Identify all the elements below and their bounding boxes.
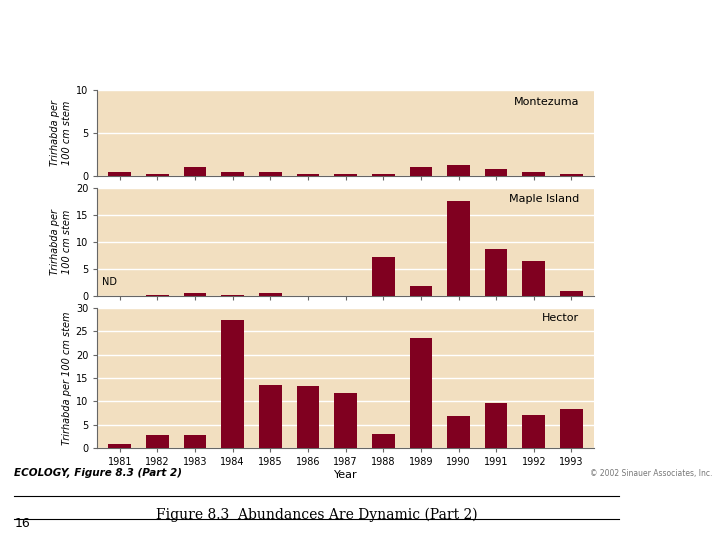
Bar [447, 201, 470, 296]
Bar [184, 167, 207, 176]
Bar [222, 172, 244, 176]
Bar [560, 291, 582, 296]
Y-axis label: Trirhabda per 100 cm stem: Trirhabda per 100 cm stem [61, 311, 71, 445]
Bar [222, 320, 244, 448]
Text: Hector: Hector [542, 313, 579, 323]
Text: Montezuma: Montezuma [513, 97, 579, 106]
Text: ND: ND [102, 277, 117, 287]
Bar [372, 257, 395, 296]
Bar [410, 338, 432, 448]
Bar [109, 172, 131, 176]
Bar [259, 293, 282, 296]
Bar [523, 261, 545, 296]
Bar [146, 295, 168, 296]
Bar [334, 393, 357, 448]
Bar [410, 286, 432, 296]
X-axis label: Year: Year [334, 470, 357, 480]
Text: Figure 8.3  Abundances Are Dynamic (Part 2): Figure 8.3 Abundances Are Dynamic (Part … [156, 508, 477, 522]
Bar [222, 295, 244, 296]
Bar [146, 174, 168, 176]
Bar [447, 416, 470, 448]
Bar [523, 172, 545, 176]
Bar [334, 174, 357, 176]
Bar [297, 174, 319, 176]
Bar [146, 435, 168, 448]
Bar [447, 165, 470, 176]
Bar [485, 249, 508, 296]
Bar [184, 293, 207, 296]
Y-axis label: Trirhabda per
100 cm stem: Trirhabda per 100 cm stem [50, 209, 71, 275]
Bar [560, 409, 582, 448]
Bar [485, 403, 508, 448]
Text: ECOLOGY, Figure 8.3 (Part 2): ECOLOGY, Figure 8.3 (Part 2) [14, 468, 182, 478]
Bar [259, 385, 282, 448]
Text: 16: 16 [14, 517, 30, 530]
Bar [372, 174, 395, 176]
Y-axis label: Trirhabda per
100 cm stem: Trirhabda per 100 cm stem [50, 100, 72, 166]
Bar [259, 172, 282, 176]
Bar [372, 434, 395, 448]
Text: Maple Island: Maple Island [509, 194, 579, 205]
Bar [560, 174, 582, 176]
Bar [523, 415, 545, 448]
Bar [410, 167, 432, 176]
Text: © 2002 Sinauer Associates, Inc.: © 2002 Sinauer Associates, Inc. [590, 469, 713, 478]
Bar [109, 444, 131, 448]
Bar [184, 435, 207, 448]
Bar [297, 386, 319, 448]
Bar [485, 169, 508, 176]
